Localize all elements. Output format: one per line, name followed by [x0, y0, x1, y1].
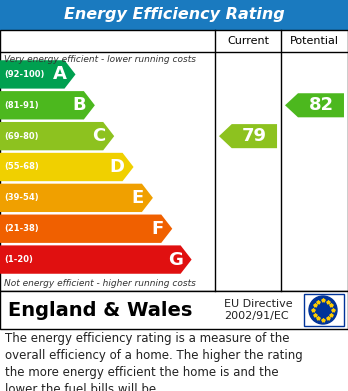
Text: A: A — [53, 65, 66, 83]
Text: The energy efficiency rating is a measure of the
overall efficiency of a home. T: The energy efficiency rating is a measur… — [5, 332, 303, 391]
Text: (81-91): (81-91) — [4, 101, 39, 110]
Polygon shape — [285, 93, 344, 117]
Text: Not energy efficient - higher running costs: Not energy efficient - higher running co… — [4, 278, 196, 287]
Text: Potential: Potential — [290, 36, 339, 46]
Text: D: D — [110, 158, 125, 176]
Bar — [0, 30, 348, 291]
Text: Current: Current — [227, 36, 269, 46]
Text: Energy Efficiency Rating: Energy Efficiency Rating — [64, 7, 284, 23]
Polygon shape — [0, 153, 134, 181]
Polygon shape — [0, 215, 172, 243]
Bar — [304, 294, 344, 326]
Polygon shape — [0, 60, 76, 89]
Text: B: B — [72, 96, 86, 114]
Text: 82: 82 — [308, 96, 333, 114]
Text: Very energy efficient - lower running costs: Very energy efficient - lower running co… — [4, 55, 196, 64]
Text: F: F — [151, 220, 163, 238]
Text: (39-54): (39-54) — [4, 194, 39, 203]
Polygon shape — [0, 184, 153, 212]
Polygon shape — [0, 122, 114, 150]
Text: (1-20): (1-20) — [4, 255, 33, 264]
Text: (21-38): (21-38) — [4, 224, 39, 233]
Text: (55-68): (55-68) — [4, 163, 39, 172]
Text: G: G — [168, 251, 183, 269]
Text: EU Directive
2002/91/EC: EU Directive 2002/91/EC — [224, 299, 293, 321]
Polygon shape — [219, 124, 277, 148]
Text: C: C — [92, 127, 105, 145]
Polygon shape — [0, 91, 95, 120]
Bar — [0, 291, 348, 329]
Bar — [0, 0, 348, 30]
Text: England & Wales: England & Wales — [8, 301, 192, 319]
Text: (69-80): (69-80) — [4, 132, 39, 141]
Text: E: E — [132, 189, 144, 207]
Polygon shape — [0, 246, 192, 274]
Circle shape — [309, 296, 337, 324]
Text: (92-100): (92-100) — [4, 70, 45, 79]
Text: 79: 79 — [242, 127, 267, 145]
